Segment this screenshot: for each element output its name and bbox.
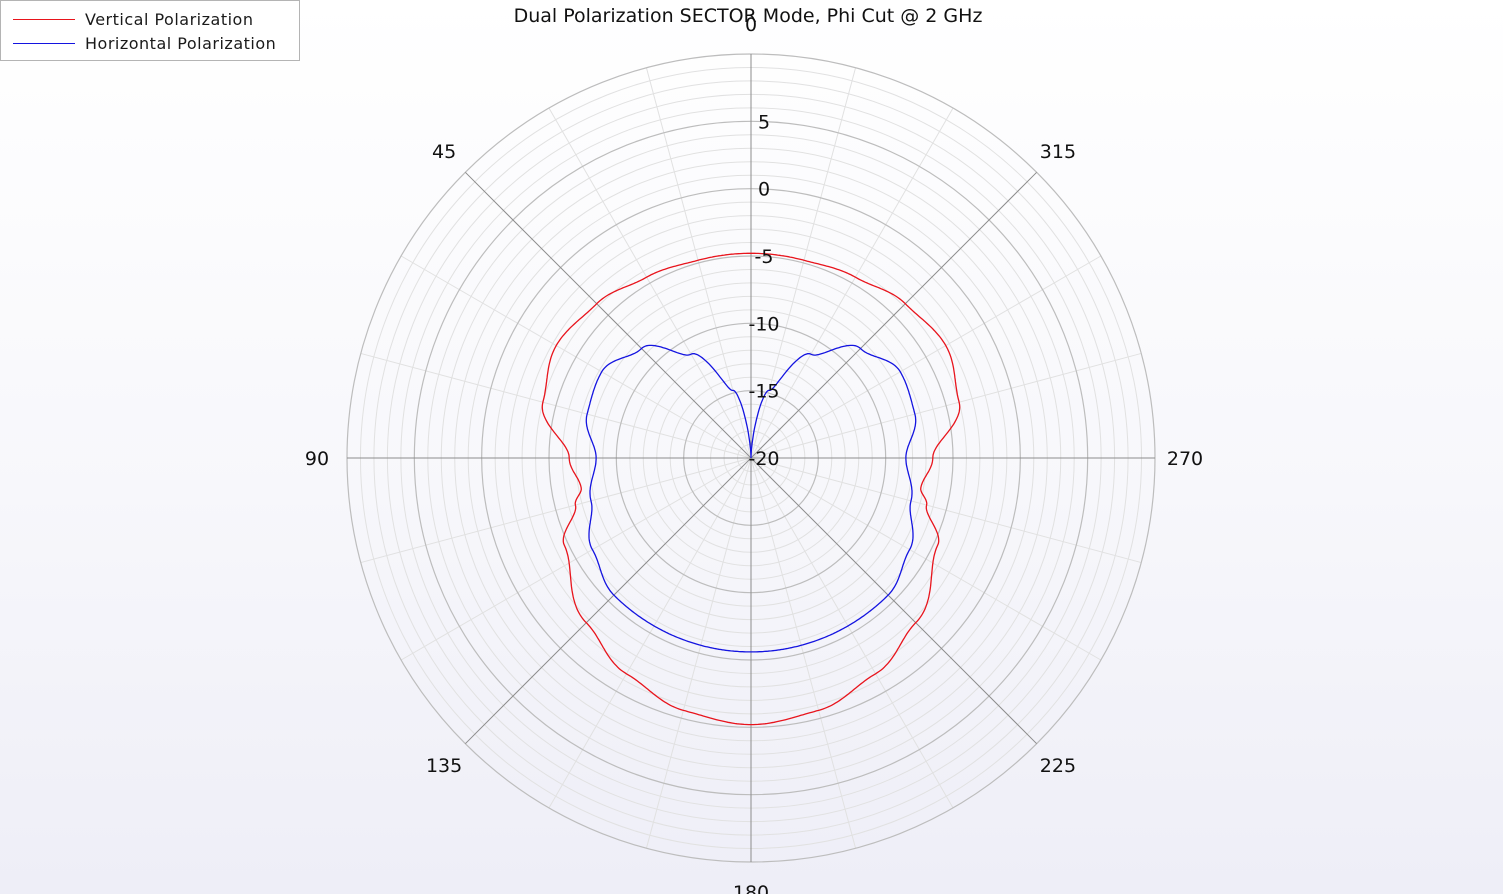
angle-tick-label: 0: [745, 14, 757, 36]
angle-spoke: [464, 457, 752, 745]
angle-tick-label: 90: [305, 448, 329, 470]
legend: Vertical Polarization Horizontal Polariz…: [0, 0, 300, 61]
angle-spoke: [464, 171, 752, 459]
radial-tick-label: 5: [758, 111, 770, 133]
radial-tick-labels: -20 -15 -10 -5 0 5: [748, 111, 779, 470]
radial-tick-label: -15: [748, 381, 779, 403]
radial-tick-label: -5: [755, 246, 774, 268]
angle-tick-label: 270: [1167, 448, 1203, 470]
angle-tick-label: 315: [1040, 141, 1076, 163]
radial-tick-label: -10: [748, 313, 779, 335]
legend-label-horizontal: Horizontal Polarization: [85, 33, 277, 53]
legend-item-vertical: Vertical Polarization: [13, 9, 253, 29]
traces: [541, 252, 961, 726]
radial-tick-label: -20: [748, 448, 779, 470]
radial-tick-label: 0: [758, 179, 770, 201]
legend-item-horizontal: Horizontal Polarization: [13, 33, 276, 53]
angle-tick-label: 180: [733, 882, 769, 894]
chart-title: Dual Polarization SECTOR Mode, Phi Cut @…: [514, 5, 983, 27]
angle-tick-label: 225: [1040, 755, 1076, 777]
legend-swatch-horizontal: [13, 42, 75, 44]
angle-tick-labels: 0 45 90 135 180 225 270 315: [305, 14, 1203, 894]
angle-spoke: [750, 171, 1038, 459]
trace-vertical-polarization: [541, 252, 961, 726]
legend-label-vertical: Vertical Polarization: [85, 9, 254, 29]
trace-horizontal-polarization: [585, 344, 917, 653]
angle-tick-label: 135: [426, 755, 462, 777]
angle-spoke: [750, 457, 1038, 745]
angle-spokes: [347, 54, 1155, 862]
legend-swatch-vertical: [13, 18, 75, 20]
angle-tick-label: 45: [432, 141, 456, 163]
